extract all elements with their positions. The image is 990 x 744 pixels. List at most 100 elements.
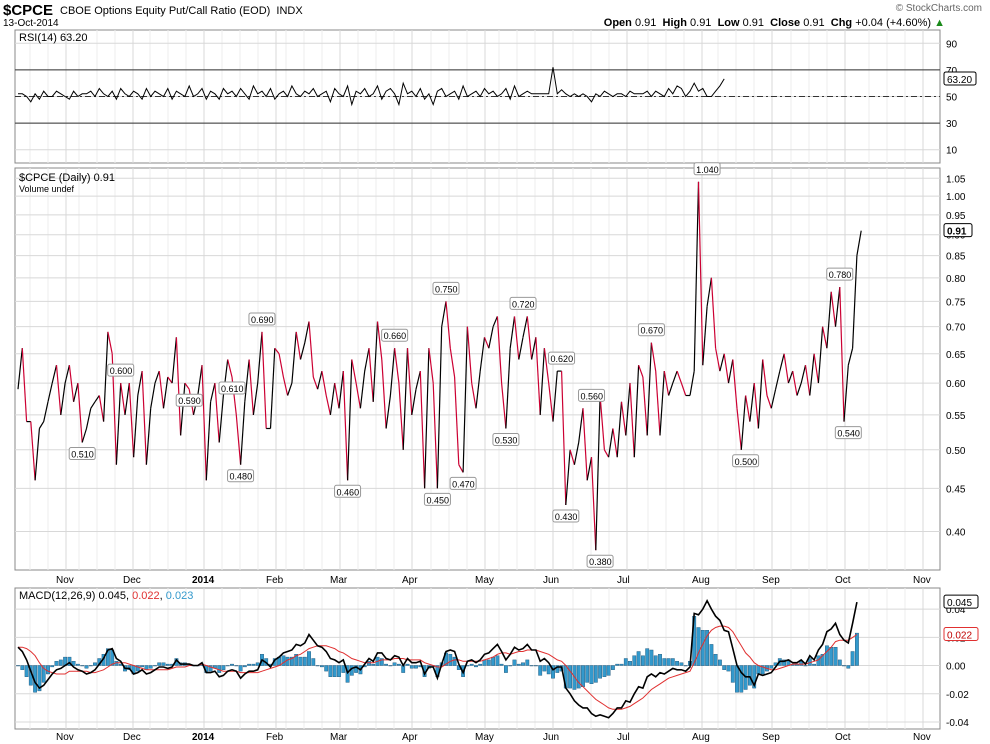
price-line-segment: [745, 395, 751, 422]
price-line-segment: [381, 359, 387, 429]
price-annotation-label: 0.470: [452, 479, 475, 489]
price-annotation-label: 0.600: [110, 366, 133, 376]
chg-label: Chg: [830, 17, 853, 29]
macd-histogram-bar: [760, 665, 765, 675]
price-annotation-box: [68, 447, 96, 461]
price-line-segment: [214, 383, 220, 443]
macd-histogram-bar: [371, 663, 376, 666]
macd-histogram-bar: [367, 661, 371, 666]
price-line-segment: [141, 371, 147, 465]
macd-x-tick-label: Oct: [835, 732, 851, 743]
price-line-segment: [419, 371, 426, 489]
price-line-segment: [466, 326, 473, 384]
price-tick-label: 0.60: [946, 379, 966, 390]
price-x-tick-label: Jun: [543, 575, 559, 586]
macd-histogram-bar: [705, 630, 710, 666]
price-line-segment: [650, 342, 657, 372]
price-line-segment: [342, 371, 349, 481]
price-x-tick-label: Sep: [762, 575, 780, 586]
price-line-segment: [64, 365, 70, 384]
macd-separator: ,: [160, 590, 166, 602]
macd-x-tick-label: May: [475, 732, 494, 743]
macd-histogram-bar: [379, 658, 384, 666]
rsi-tick-label: 50: [946, 93, 958, 104]
price-line-segment: [376, 321, 383, 360]
rsi-last-value-tag: [943, 71, 977, 86]
price-annotation-box: [218, 381, 246, 395]
price-line-segment: [646, 342, 652, 436]
price-annotation-box: [432, 281, 460, 295]
macd-histogram-bar: [551, 665, 555, 679]
price-line-segment: [402, 348, 409, 450]
price-x-tick-label: Oct: [835, 575, 851, 586]
price-line-segment: [107, 331, 113, 354]
price-line-segment: [697, 181, 704, 366]
price-line-segment: [240, 401, 246, 465]
macd-histogram-bar: [469, 663, 474, 666]
price-x-tick-label: Feb: [266, 575, 284, 586]
price-line-segment: [415, 370, 421, 390]
price-annotation-label: 0.690: [251, 315, 274, 325]
price-line-segment: [329, 383, 336, 415]
price-line-segment: [441, 301, 447, 327]
price-line-segment: [586, 457, 593, 481]
price-line-segment: [389, 348, 396, 396]
macd-hist-value: 0.023: [166, 590, 194, 602]
price-line-segment: [38, 421, 45, 429]
price-line-segment: [137, 370, 143, 396]
price-line-segment: [723, 353, 730, 384]
price-line-segment: [347, 359, 353, 481]
price-line-segment: [582, 408, 588, 481]
price-line-segment: [749, 383, 755, 422]
price-line-segment: [449, 348, 456, 378]
price-annotation-label: 1.040: [696, 165, 719, 175]
open-value: 0.91: [634, 17, 657, 29]
open-label: Open: [603, 17, 632, 29]
price-line-segment: [295, 331, 302, 360]
price-annotation-label: 0.560: [581, 391, 604, 401]
price-x-tick-label: Apr: [402, 575, 418, 586]
macd-panel: -0.04-0.020.000.020.04NovDec2014FebMarAp…: [14, 587, 979, 743]
macd-x-tick-label: 2014: [192, 732, 215, 743]
macd-histogram-bar: [88, 665, 93, 667]
price-line-segment: [458, 464, 464, 473]
price-line-segment: [115, 383, 122, 465]
price-line-segment: [727, 359, 734, 384]
macd-histogram-bar: [593, 665, 598, 683]
macd-signal-last-value-tag: [943, 627, 979, 642]
macd-histogram-bar: [825, 645, 829, 666]
macd-tick-label: -0.04: [946, 718, 969, 729]
ticker-description: CBOE Options Equity Put/Call Ratio (EOD)…: [60, 5, 303, 17]
macd-histogram-bar: [632, 655, 637, 666]
macd-histogram-bar: [80, 665, 85, 667]
price-line-segment: [753, 383, 759, 429]
macd-last-value-tag: [943, 594, 979, 609]
price-line-segment: [655, 371, 661, 436]
price-annotation-box: [586, 554, 614, 568]
macd-histogram-bar: [850, 651, 855, 666]
macd-histogram-bar: [670, 658, 675, 666]
price-annotation-label: 0.530: [495, 435, 518, 445]
macd-histogram-bar: [208, 665, 213, 672]
rsi-tick-label: 90: [946, 39, 958, 50]
price-line-segment: [813, 353, 819, 384]
price-line-segment: [625, 383, 631, 436]
price-line-segment: [633, 365, 640, 458]
price-line-segment: [235, 414, 242, 465]
price-annotation-box: [175, 393, 203, 407]
macd-histogram-bar: [242, 665, 247, 668]
price-tick-label: 0.45: [946, 484, 966, 495]
macd-histogram-bar: [58, 659, 63, 666]
price-annotation-label: 0.450: [426, 495, 449, 505]
macd-histogram-bar: [516, 663, 521, 666]
macd-histogram-bar: [298, 656, 303, 666]
macd-histogram-bar: [679, 662, 684, 666]
macd-histogram-bar: [799, 661, 804, 666]
price-x-tick-label: May: [475, 575, 494, 586]
macd-histogram-bar: [54, 661, 59, 666]
price-line-segment: [167, 376, 173, 384]
macd-x-tick-label: Nov: [56, 732, 74, 743]
macd-histogram-bar: [542, 665, 547, 672]
macd-histogram-bar: [290, 656, 294, 666]
macd-histogram-bar: [448, 654, 453, 666]
